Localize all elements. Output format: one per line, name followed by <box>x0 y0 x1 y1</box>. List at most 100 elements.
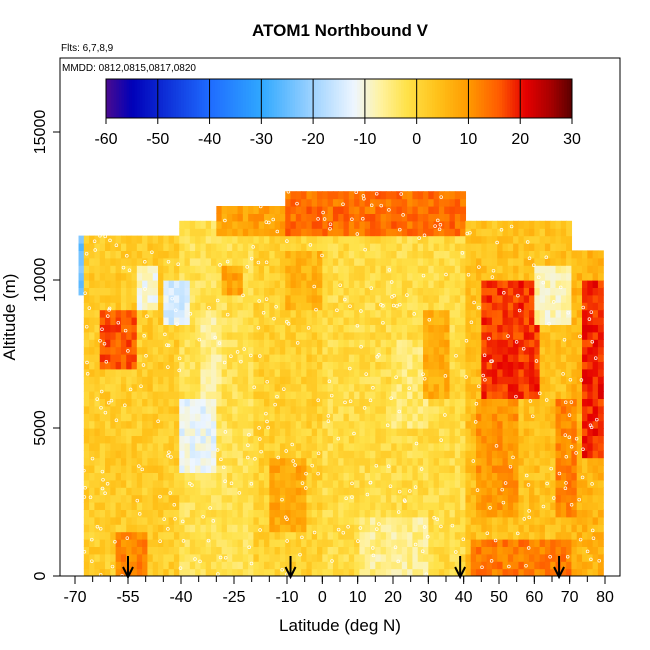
heatmap-cell <box>253 220 260 229</box>
heatmap-cell <box>189 420 196 429</box>
heatmap-cell <box>491 465 498 473</box>
heatmap-cell <box>523 265 530 274</box>
heatmap-cell <box>560 450 567 459</box>
heatmap-cell <box>428 457 435 466</box>
heatmap-cell <box>253 346 260 355</box>
heatmap-cell <box>274 339 281 348</box>
heatmap-cell <box>322 465 329 473</box>
heatmap-cell <box>433 368 440 377</box>
heatmap-cell <box>322 280 329 288</box>
heatmap-cell <box>507 265 514 274</box>
heatmap-cell <box>566 339 573 348</box>
heatmap-cell <box>391 324 398 333</box>
heatmap-cell <box>423 442 429 451</box>
heatmap-cell <box>523 228 530 237</box>
heatmap-cell <box>189 228 196 237</box>
heatmap-cell <box>401 479 408 488</box>
heatmap-cell <box>311 376 318 385</box>
heatmap-cell <box>523 524 530 533</box>
heatmap-cell <box>322 250 329 259</box>
heatmap-cell <box>142 487 149 496</box>
heatmap-cell <box>582 317 588 325</box>
heatmap-cell <box>295 250 302 259</box>
heatmap-cell <box>433 465 440 473</box>
heatmap-cell <box>285 391 292 399</box>
heatmap-cell <box>184 487 191 496</box>
heatmap-cell <box>226 561 233 570</box>
heatmap-cell <box>290 361 297 370</box>
heatmap-cell <box>332 479 339 488</box>
heatmap-cell <box>258 524 265 533</box>
heatmap-cell <box>89 428 96 436</box>
heatmap-cell <box>110 250 117 259</box>
heatmap-cell <box>486 457 493 466</box>
heatmap-cell <box>428 280 435 288</box>
heatmap-cell <box>555 302 562 311</box>
heatmap-cell <box>513 257 520 266</box>
heatmap-cell <box>454 420 461 429</box>
heatmap-cell <box>142 368 149 377</box>
heatmap-cell <box>311 561 318 570</box>
heatmap-cell <box>195 354 202 362</box>
heatmap-cell <box>216 287 223 296</box>
heatmap-cell <box>142 346 149 355</box>
heatmap-cell <box>385 228 392 237</box>
heatmap-cell <box>465 324 472 333</box>
heatmap-cell <box>364 191 371 200</box>
heatmap-cell <box>391 220 398 229</box>
heatmap-cell <box>89 487 96 496</box>
heatmap-cell <box>301 228 308 237</box>
heatmap-cell <box>258 442 265 451</box>
heatmap-cell <box>147 339 154 348</box>
heatmap-cell <box>253 265 260 274</box>
heatmap-cell <box>258 257 265 266</box>
heatmap-cell <box>168 472 175 481</box>
heatmap-cell <box>168 420 175 429</box>
heatmap-cell <box>486 487 493 496</box>
heatmap-cell <box>364 539 371 547</box>
heatmap-cell <box>380 524 387 533</box>
heatmap-cell <box>497 494 504 503</box>
heatmap-cell <box>242 472 249 481</box>
heatmap-cell <box>184 220 191 229</box>
heatmap-cell <box>226 546 233 555</box>
heatmap-cell <box>290 331 297 340</box>
heatmap-cell <box>216 502 223 510</box>
heatmap-cell <box>136 265 143 274</box>
heatmap-cell <box>582 309 588 318</box>
heatmap-cell <box>491 361 498 370</box>
heatmap-cell <box>359 494 366 503</box>
heatmap-cell <box>491 420 498 429</box>
heatmap-cell <box>232 457 239 466</box>
heatmap-cell <box>216 339 223 348</box>
heatmap-cell <box>544 346 551 355</box>
heatmap-cell <box>285 198 292 207</box>
heatmap-cell <box>555 383 562 392</box>
heatmap-cell <box>476 516 482 525</box>
heatmap-cell <box>120 568 127 576</box>
heatmap-cell <box>216 413 223 422</box>
heatmap-cell <box>576 287 583 296</box>
heatmap-cell <box>391 553 398 562</box>
heatmap-cell <box>205 339 212 348</box>
heatmap-cell <box>332 339 339 348</box>
heatmap-cell <box>354 413 361 422</box>
heatmap-cell <box>550 457 557 466</box>
heatmap-cell <box>253 376 260 385</box>
heatmap-cell <box>544 280 551 288</box>
heatmap-cell <box>136 465 143 473</box>
heatmap-cell <box>582 294 588 303</box>
heatmap-cell <box>221 487 228 496</box>
heatmap-cell <box>476 220 482 229</box>
heatmap-cell <box>173 339 180 348</box>
heatmap-cell <box>370 531 376 540</box>
heatmap-cell <box>179 309 186 318</box>
heatmap-cell <box>290 457 297 466</box>
heatmap-cell <box>290 213 297 222</box>
heatmap-cell <box>290 487 297 496</box>
heatmap-cell <box>348 428 355 436</box>
heatmap-cell <box>158 420 164 429</box>
heatmap-cell <box>449 354 456 362</box>
heatmap-cell <box>396 472 403 481</box>
heatmap-cell <box>396 220 403 229</box>
